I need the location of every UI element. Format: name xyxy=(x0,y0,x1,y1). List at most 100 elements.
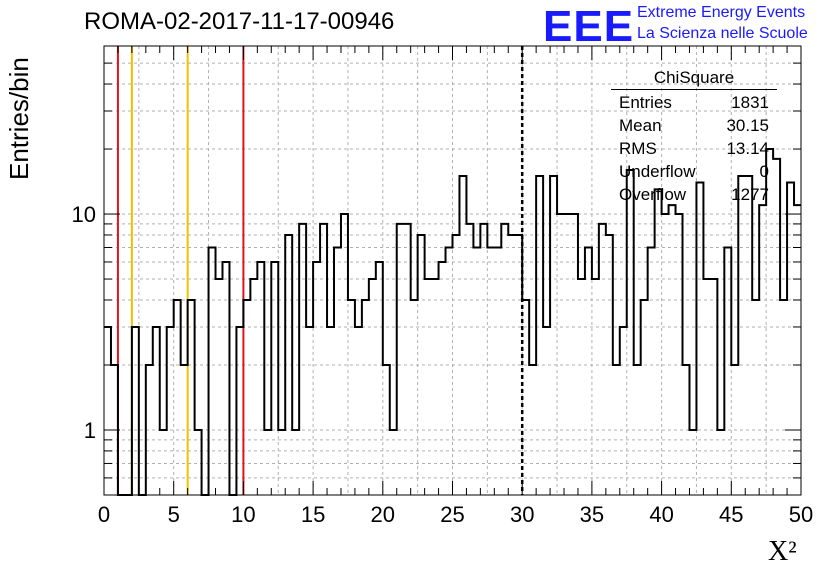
histogram-bin xyxy=(494,247,501,495)
histogram-bin xyxy=(564,214,571,495)
stats-label: Underflow xyxy=(619,162,696,181)
histogram-bin xyxy=(341,214,348,495)
histogram-bin xyxy=(710,279,717,495)
histogram-bin xyxy=(592,279,599,495)
histogram-bin xyxy=(662,214,669,495)
x-tick-label: 5 xyxy=(168,502,180,527)
histogram-bin xyxy=(473,247,480,495)
histogram-bin xyxy=(425,279,432,495)
histogram-bin xyxy=(439,262,446,495)
histogram-bin xyxy=(669,205,676,495)
histogram-bin xyxy=(571,214,578,495)
stats-value: 1831 xyxy=(731,93,769,112)
histogram-bin xyxy=(348,300,355,495)
histogram-bin xyxy=(557,214,564,495)
stats-value: 1277 xyxy=(731,185,769,204)
stats-row: Underflow 0 xyxy=(611,160,777,183)
logo-subtitle-1: Extreme Energy Events xyxy=(637,4,806,21)
y-tick-label: 1 xyxy=(84,418,96,443)
stats-row: RMS 13.14 xyxy=(611,137,777,160)
histogram-bin xyxy=(376,262,383,495)
histogram-bin xyxy=(480,224,487,495)
histogram-outline xyxy=(104,148,801,496)
histogram-bin xyxy=(501,224,508,495)
histogram-bin xyxy=(222,262,229,495)
stats-label: RMS xyxy=(619,139,657,158)
x-tick-label: 0 xyxy=(98,502,110,527)
eee-logo: EEE xyxy=(543,2,635,51)
histogram-bin xyxy=(404,224,411,495)
histogram-bin xyxy=(432,279,439,495)
histogram-bin xyxy=(543,327,550,495)
histogram-bin xyxy=(397,224,404,495)
histogram-bin xyxy=(362,300,369,495)
stats-label: Mean xyxy=(619,116,662,135)
histogram-bin xyxy=(676,214,683,495)
histogram-bin xyxy=(487,247,494,495)
histogram-bin xyxy=(780,300,787,495)
stats-label: Overflow xyxy=(619,185,687,204)
histogram-bin xyxy=(369,279,376,495)
histogram-bin xyxy=(271,262,278,495)
x-tick-label: 35 xyxy=(580,502,604,527)
histogram-bin xyxy=(327,327,334,495)
x-tick-label: 30 xyxy=(510,502,534,527)
run-title: ROMA-02-2017-11-17-00946 xyxy=(84,8,395,35)
histogram-bin xyxy=(724,247,731,495)
stats-box: ChiSquare Entries 1831 Mean 30.15 RMS 13… xyxy=(611,66,777,206)
x-axis-label: X² xyxy=(768,536,797,567)
stats-value: 13.14 xyxy=(726,139,769,158)
histogram-bin xyxy=(355,327,362,495)
histogram-bin xyxy=(216,279,223,495)
histogram-bin xyxy=(299,224,306,495)
histogram-bin xyxy=(167,327,174,495)
histogram-bin xyxy=(759,205,766,495)
histogram-bin xyxy=(585,247,592,495)
x-tick-label: 45 xyxy=(719,502,743,527)
x-tick-label: 50 xyxy=(789,502,813,527)
histogram-bin xyxy=(104,327,111,495)
histogram-bin xyxy=(752,300,759,495)
x-tick-label: 10 xyxy=(231,502,255,527)
stats-value: 0 xyxy=(759,162,769,181)
histogram-bin xyxy=(132,327,139,495)
histogram-bin xyxy=(641,300,648,495)
histogram-bin xyxy=(188,300,195,495)
histogram-bin xyxy=(599,224,606,495)
y-axis-label: Entries/bin xyxy=(4,57,34,180)
stats-value: 30.15 xyxy=(726,116,769,135)
histogram-bin xyxy=(257,262,264,495)
histogram-bin xyxy=(320,224,327,495)
histogram-bin xyxy=(411,300,418,495)
histogram-bin xyxy=(250,279,257,495)
histogram-bin xyxy=(620,327,627,495)
histogram-bin xyxy=(174,300,181,495)
histogram-bin xyxy=(466,224,473,495)
logo-subtitle-2: La Scienza nelle Scuole xyxy=(637,25,808,42)
histogram-bin xyxy=(313,262,320,495)
histogram-bin xyxy=(243,300,250,495)
y-tick-label: 10 xyxy=(72,202,96,227)
stats-row: Entries 1831 xyxy=(611,91,777,114)
stats-title: ChiSquare xyxy=(611,66,777,90)
stats-label: Entries xyxy=(619,93,672,112)
histogram-bin xyxy=(627,170,634,495)
histogram-bin xyxy=(236,327,243,495)
histogram-bin xyxy=(648,247,655,495)
histogram-bin xyxy=(578,279,585,495)
x-tick-label: 15 xyxy=(301,502,325,527)
histogram-bin xyxy=(696,182,703,495)
histogram-bin xyxy=(209,247,216,495)
histogram-bin xyxy=(334,247,341,495)
histogram-bin xyxy=(153,327,160,495)
x-tick-label: 40 xyxy=(649,502,673,527)
histogram-bin xyxy=(703,279,710,495)
histogram-bin xyxy=(787,182,794,495)
histogram-bin xyxy=(794,205,801,495)
x-tick-label: 25 xyxy=(440,502,464,527)
stats-row: Overflow 1277 xyxy=(611,183,777,206)
stats-row: Mean 30.15 xyxy=(611,114,777,137)
histogram-bin xyxy=(446,247,453,495)
histogram-bin xyxy=(306,327,313,495)
